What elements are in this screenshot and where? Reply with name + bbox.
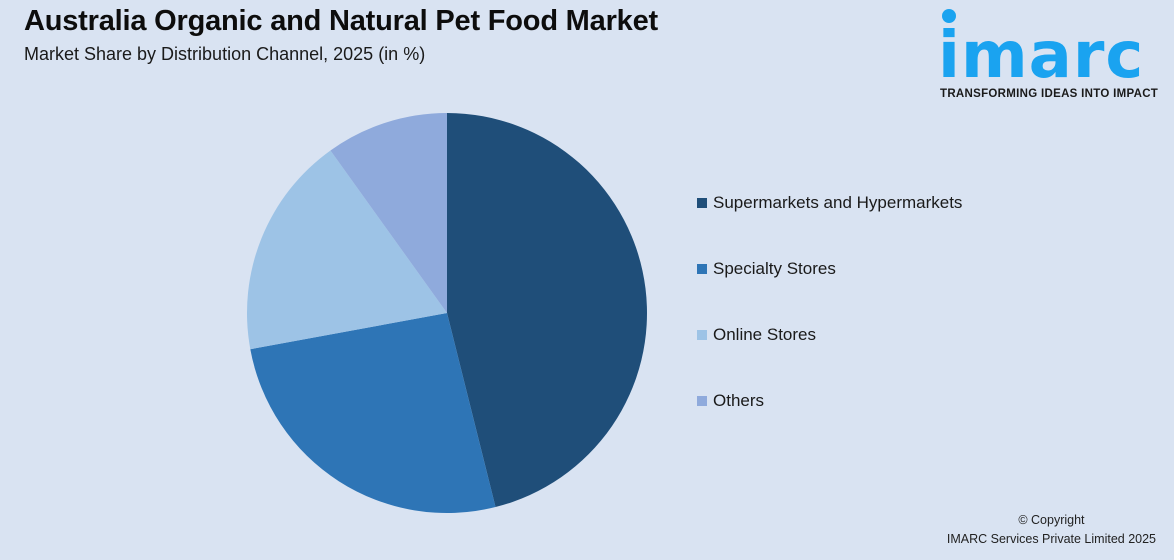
legend-label: Online Stores: [713, 325, 816, 344]
pie-slice-online-stores: [247, 150, 447, 350]
legend-item-supermarkets: Supermarkets and Hypermarkets: [697, 193, 962, 213]
legend-label: Supermarkets and Hypermarkets: [713, 193, 963, 212]
pie-slice-others: [330, 113, 447, 313]
copyright-notice: © Copyright IMARC Services Private Limit…: [947, 511, 1156, 549]
legend-swatch-icon: [697, 264, 707, 274]
logo-dot-icon: [942, 9, 956, 23]
legend-item-specialty-stores: Specialty Stores: [697, 259, 836, 279]
pie-slice-specialty-stores: [250, 313, 496, 513]
imarc-logo: imarc TRANSFORMING IDEAS INTO IMPACT: [938, 6, 1164, 106]
chart-subtitle: Market Share by Distribution Channel, 20…: [24, 44, 426, 64]
logo-wordmark: imarc: [938, 19, 1145, 93]
pie-slice-supermarkets-and-hypermarkets: [447, 113, 647, 508]
copyright-line-2: IMARC Services Private Limited 2025: [946, 532, 1156, 546]
legend-swatch-icon: [697, 396, 707, 406]
legend-swatch-icon: [697, 330, 707, 340]
pie-chart: [247, 113, 647, 513]
copyright-line-1: © Copyright: [1018, 513, 1085, 527]
logo-tagline: TRANSFORMING IDEAS INTO IMPACT: [940, 88, 1159, 100]
legend-label: Others: [713, 391, 765, 410]
legend-item-online-stores: Online Stores: [697, 325, 816, 345]
legend-swatch-icon: [697, 198, 707, 208]
chart-title: Australia Organic and Natural Pet Food M…: [24, 5, 658, 37]
legend-label: Specialty Stores: [713, 259, 836, 278]
legend-item-others: Others: [697, 391, 764, 411]
